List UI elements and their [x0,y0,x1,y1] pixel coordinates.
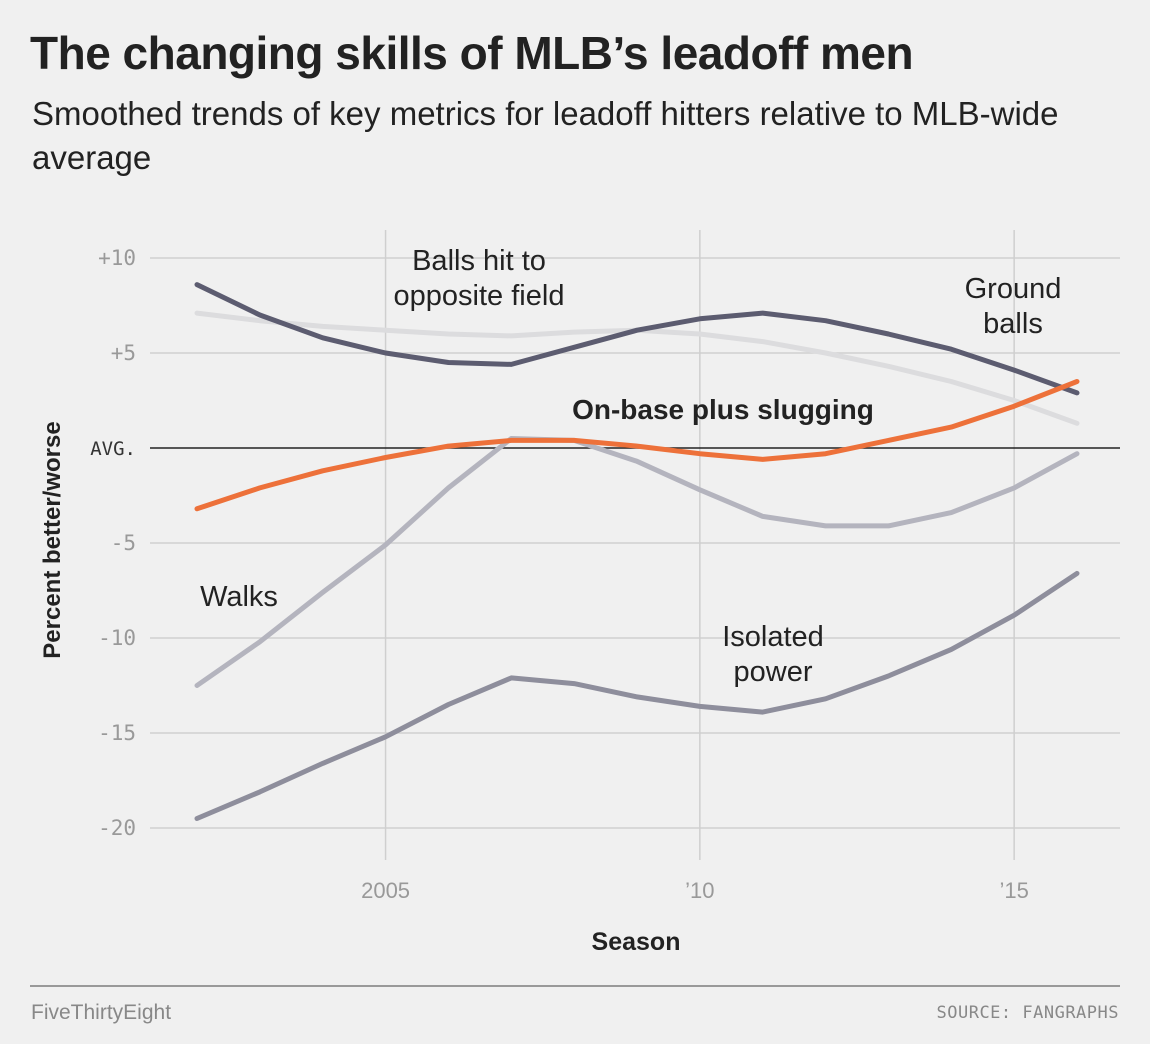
x-axis-title: Season [592,928,681,956]
series-label-isolated-power: Isolated power [722,621,824,688]
y-tick-labels: +10 +5 AVG. -5 -10 -15 -20 [90,246,136,840]
x-tick-label: ’15 [999,878,1028,903]
y-tick-label: AVG. [90,438,136,460]
source-label: SOURCE: FANGRAPHS [936,1003,1119,1023]
series-line-on-base-plus-slugging [194,379,1080,512]
y-tick-label: -10 [98,626,136,650]
series-line-isolated-power [194,570,1080,821]
series-label-balls-hit-to-opposite-field: Balls hit to opposite field [394,245,565,312]
y-tick-label: -5 [111,531,136,555]
series-label-on-base-plus-slugging: On-base plus slugging [572,394,874,425]
footer-divider [30,985,1120,987]
chart-subtitle: Smoothed trends of key metrics for leado… [32,95,1059,176]
series-line-walks [194,436,1080,688]
series-lines [194,282,1080,821]
series-label-ground-balls: Ground balls [965,273,1062,340]
chart-title: The changing skills of MLB’s leadoff men [30,27,914,79]
x-tick-label: 2005 [361,878,410,903]
y-tick-label: +10 [98,246,136,270]
y-tick-label: -15 [98,721,136,745]
brand-label: FiveThirtyEight [31,1001,172,1024]
x-tick-label: ’10 [685,878,714,903]
series-labels: Balls hit to opposite field Ground balls Wal… [200,245,1061,688]
x-tick-labels: 2005 ’10 ’15 [361,878,1029,903]
y-tick-label: +5 [111,341,136,365]
grid [150,230,1120,860]
y-axis-title: Percent better/worse [39,421,66,658]
series-line-ground-balls [194,282,1080,396]
y-tick-label: -20 [98,816,136,840]
series-label-walks: Walks [200,581,278,613]
